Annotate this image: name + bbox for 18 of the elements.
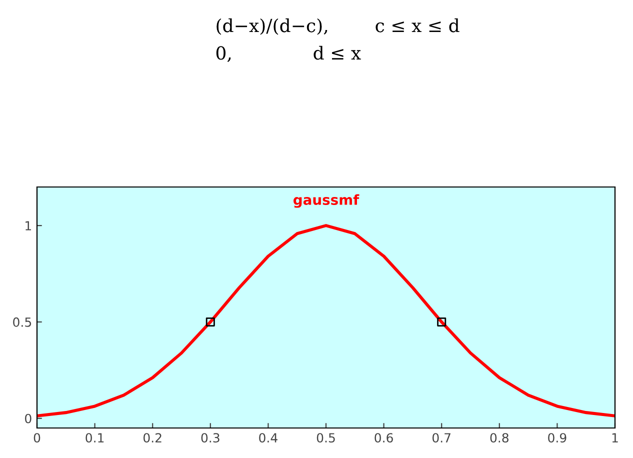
x-tick-label: 0.8 — [490, 433, 508, 443]
y-tick-label: 0 — [25, 414, 32, 424]
text: gaussmf — [294, 194, 360, 208]
line-series — [37, 224, 615, 418]
x-tick-label: 1 — [612, 433, 618, 442]
y-tick-label: 0.5 — [13, 317, 32, 327]
x-tick-label: 0.9 — [548, 433, 566, 443]
x-tick-label: 0.5 — [316, 433, 335, 443]
x-tick-label: 0.4 — [259, 433, 278, 443]
x-tick-label: 0.3 — [201, 433, 220, 443]
x-tick-label: 0.1 — [86, 433, 104, 443]
x-tick-label: 0.2 — [143, 433, 162, 443]
x-tick-label: 0.7 — [432, 433, 450, 443]
text: 0, d ≤ x — [216, 46, 361, 62]
text: (d−x)/(d−c), c ≤ x ≤ d — [216, 18, 460, 35]
x-tick-label: 0 — [34, 433, 40, 443]
y-tick-label: 1 — [26, 221, 31, 230]
x-tick-label: 0.6 — [374, 433, 393, 443]
